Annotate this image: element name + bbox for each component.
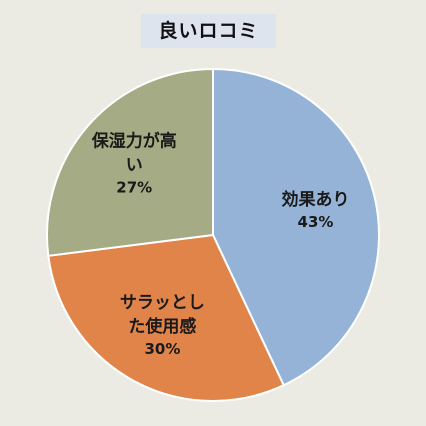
slice-label-1-line-1: 効果あり [281,189,349,210]
slice-label-3-line-1: 保湿力が高 [91,131,177,152]
slice-value-2: 30% [144,340,180,358]
chart-title: 良いロコミ [141,14,276,48]
pie-slice-1 [212,67,380,387]
pie-slice-3 [46,67,214,257]
slice-label-2-line-1: サラッとし [120,293,205,313]
slice-value-1: 43% [298,213,334,231]
slice-value-3: 27% [116,179,152,197]
slice-label-2-line-2: た使用感 [128,316,196,337]
slice-label-3-line-2: い [126,156,143,176]
pie-slice-2 [47,233,286,402]
